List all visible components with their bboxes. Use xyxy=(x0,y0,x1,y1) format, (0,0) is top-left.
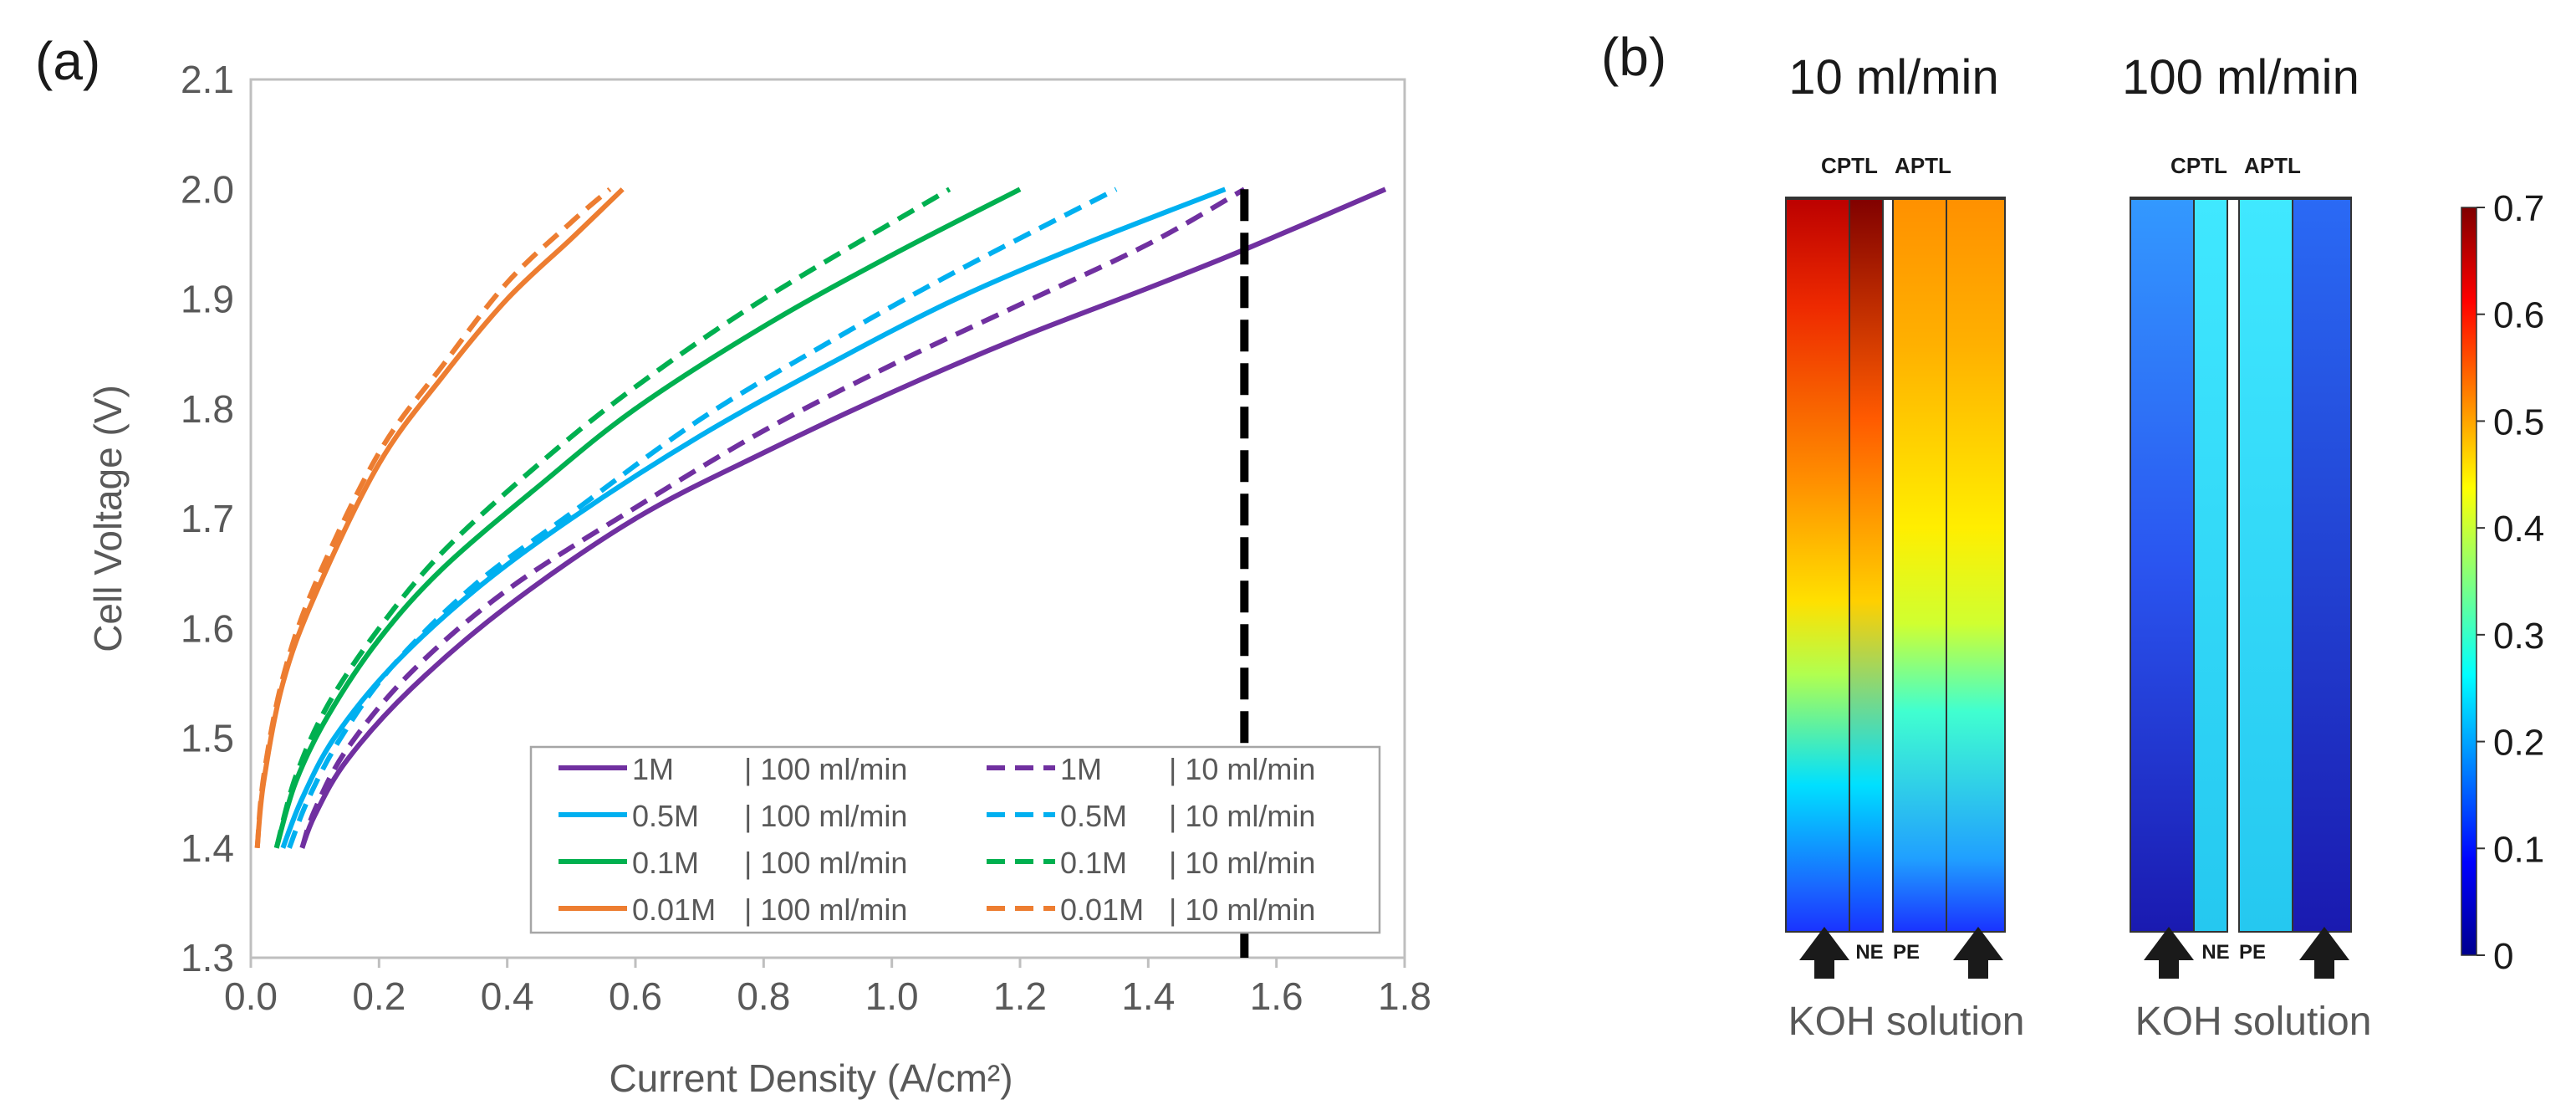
colorbar-tick-label: 0.3 xyxy=(2493,616,2544,657)
series-line xyxy=(273,187,1022,849)
heatmap-100-inlet-arrows xyxy=(2144,927,2349,979)
heatmap-100-cathode-outer xyxy=(2130,197,2195,933)
legend-label: 1M xyxy=(632,752,674,786)
y-tick-label: 2.0 xyxy=(181,167,234,211)
legend-flow: | 10 ml/min xyxy=(1169,799,1315,833)
legend-flow: | 10 ml/min xyxy=(1169,846,1315,880)
legend-flow: | 100 ml/min xyxy=(744,846,907,880)
series-line xyxy=(280,187,1227,849)
x-axis-ticks: 0.0 0.2 0.4 0.6 0.8 1.0 1.2 1.4 1.6 1.8 xyxy=(224,958,1431,1018)
legend-flow: | 100 ml/min xyxy=(744,799,907,833)
heatmap-10-anode-inner xyxy=(1892,197,1947,933)
y-tick-label: 1.8 xyxy=(181,387,234,431)
x-tick-label: 0.0 xyxy=(224,974,278,1018)
legend-box xyxy=(529,745,1381,934)
layer-label-cptl-100: CPTL xyxy=(2170,153,2227,178)
colorbar-tick-label: 0.7 xyxy=(2493,188,2544,229)
legend-label: 0.5M xyxy=(1060,799,1127,833)
y-tick-label: 1.3 xyxy=(181,936,234,979)
colorbar-tick-label: 0.6 xyxy=(2493,295,2544,336)
heatmap-title-100: 100 ml/min xyxy=(2122,50,2359,105)
y-tick-label: 2.1 xyxy=(181,58,234,101)
layer-label-aptl-100: APTL xyxy=(2244,153,2301,178)
y-tick-label: 1.7 xyxy=(181,497,234,540)
heatmap-100-anode-inner xyxy=(2238,197,2293,933)
heatmap-caption-100: KOH solution xyxy=(2135,1000,2372,1044)
heatmap-title-10: 10 ml/min xyxy=(1788,50,1998,105)
series-line xyxy=(299,187,1246,849)
legend-flow: | 100 ml/min xyxy=(744,892,907,927)
y-tick-label: 1.6 xyxy=(181,606,234,650)
panel-label-a: (a) xyxy=(35,31,100,91)
x-tick-label: 0.8 xyxy=(737,974,790,1018)
layer-label-aptl-10: APTL xyxy=(1895,153,1951,178)
layer-label-cptl-10: CPTL xyxy=(1821,153,1878,178)
legend-label: 0.1M xyxy=(632,846,699,880)
arrow-up-icon xyxy=(1799,927,1849,979)
heatmap-100 xyxy=(2130,197,2352,933)
series-line xyxy=(287,187,1118,849)
panel-label-b: (b) xyxy=(1601,27,1666,87)
pe-label-100: PE xyxy=(2239,941,2266,964)
legend-label: 1M xyxy=(1060,752,1102,786)
colorbar-tick-label: 0.4 xyxy=(2493,509,2544,550)
series-line xyxy=(273,187,951,849)
pe-label-10: PE xyxy=(1893,941,1920,964)
arrow-up-icon xyxy=(1953,927,2003,979)
heatmap-100-cathode-inner xyxy=(2193,197,2228,933)
colorbar xyxy=(2461,207,2477,956)
heatmap-10-cathode-outer xyxy=(1785,197,1850,933)
legend: 1M | 100 ml/min 0.5M | 100 ml/min 0.1M | 100 … xyxy=(559,752,1315,927)
legend-flow: | 10 ml/min xyxy=(1169,752,1315,786)
ne-label-100: NE xyxy=(2201,941,2229,964)
heatmap-10-anode-outer xyxy=(1946,197,2006,933)
arrow-up-icon xyxy=(2144,927,2194,979)
colorbar-tick-label: 0.5 xyxy=(2493,401,2544,442)
heatmap-10 xyxy=(1785,197,2006,933)
y-tick-label: 1.4 xyxy=(181,826,234,870)
legend-flow: | 10 ml/min xyxy=(1169,892,1315,927)
legend-label: 0.01M xyxy=(1060,892,1144,927)
y-tick-label: 1.5 xyxy=(181,717,234,760)
ne-label-10: NE xyxy=(1855,941,1883,964)
heatmap-100-anode-outer xyxy=(2292,197,2352,933)
colorbar-tick-label: 0.2 xyxy=(2493,723,2544,764)
x-tick-label: 1.4 xyxy=(1121,974,1175,1018)
arrow-up-icon xyxy=(2299,927,2349,979)
x-tick-label: 1.0 xyxy=(865,974,919,1018)
x-tick-label: 0.6 xyxy=(609,974,662,1018)
y-axis-label: Cell Voltage (V) xyxy=(86,385,130,652)
legend-label: 0.1M xyxy=(1060,846,1127,880)
colorbar-tick-label: 0 xyxy=(2493,936,2513,977)
x-tick-label: 0.2 xyxy=(352,974,406,1018)
series-line xyxy=(299,187,1387,849)
colorbar-ticks: 0 0.1 0.2 0.3 0.4 0.5 0.6 0.7 xyxy=(2477,188,2544,977)
colorbar-tick-label: 0.1 xyxy=(2493,829,2544,870)
x-tick-label: 0.4 xyxy=(481,974,534,1018)
legend-label: 0.01M xyxy=(632,892,716,927)
heatmap-caption-10: KOH solution xyxy=(1788,1000,2025,1044)
heatmap-10-cathode-inner xyxy=(1849,197,1884,933)
y-tick-label: 1.9 xyxy=(181,278,234,321)
series-line xyxy=(254,187,612,849)
legend-label: 0.5M xyxy=(632,799,699,833)
x-tick-label: 1.8 xyxy=(1378,974,1431,1018)
heatmap-10-inlet-arrows xyxy=(1799,927,2003,979)
x-tick-label: 1.2 xyxy=(993,974,1047,1018)
series-group xyxy=(254,187,1387,849)
y-axis-ticks: 1.3 1.4 1.5 1.6 1.7 1.8 1.9 2.0 2.1 xyxy=(181,58,234,979)
x-axis-label: Current Density (A/cm²) xyxy=(609,1056,1013,1100)
legend-flow: | 100 ml/min xyxy=(744,752,907,786)
x-tick-label: 1.6 xyxy=(1250,974,1303,1018)
